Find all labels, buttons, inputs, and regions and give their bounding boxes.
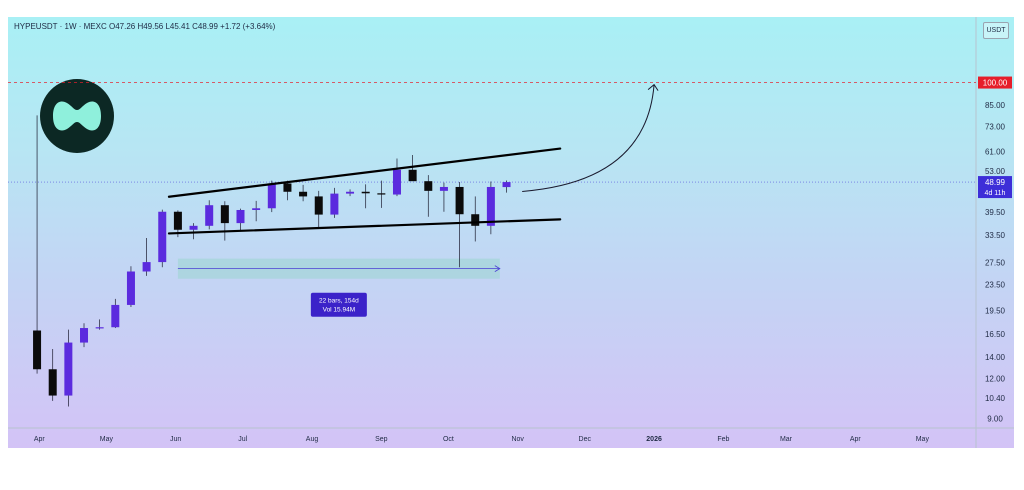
candle-body (330, 193, 339, 215)
price-levels-layer (8, 82, 976, 183)
candle-body (471, 214, 480, 226)
candle-body (95, 327, 104, 329)
date-range-bars-label: 22 bars, 154d (319, 298, 359, 305)
candle-body (126, 271, 135, 305)
candle-body (314, 196, 323, 215)
price-axis-label: 85.00 (985, 101, 1006, 110)
time-axis-label: Nov (511, 436, 524, 443)
time-axis-label: May (916, 436, 930, 443)
price-axis: 9.00 10.40 12.00 14.00 16.50 19.50 23.50 27.50 3… (985, 101, 1006, 423)
price-badges-layer: 100.00 48.99 4d 11h (978, 76, 1012, 199)
candle-body (486, 186, 495, 226)
lower-trendline (167, 218, 562, 235)
target-projection-curve (522, 84, 655, 192)
price-axis-label: 61.00 (985, 147, 1006, 156)
candle-body (48, 369, 57, 396)
candle-body (283, 183, 292, 192)
price-axis-label: 19.50 (985, 307, 1006, 316)
upper-trendline (167, 147, 562, 198)
currency-selector[interactable]: USDT (983, 22, 1009, 39)
candle-body (111, 304, 120, 328)
candle-body (392, 169, 401, 195)
price-axis-label: 23.50 (985, 281, 1006, 290)
target-price-badge (978, 76, 1012, 89)
candle-body (220, 205, 229, 224)
candle-body (346, 191, 355, 194)
time-axis-label: Apr (34, 436, 46, 443)
channel-lines-layer (167, 83, 659, 235)
hyperliquid-logo-icon (53, 101, 101, 131)
price-axis-label: 73.00 (985, 122, 1006, 131)
symbol-info: HYPEUSDT · 1W · MEXC O47.26 H49.56 L45.4… (14, 22, 276, 31)
candle-body (33, 330, 42, 370)
candle-body (80, 328, 89, 343)
candle-body (205, 205, 214, 226)
price-axis-label: 53.00 (985, 167, 1006, 176)
price-axis-label: 39.50 (985, 208, 1006, 217)
candle-body (502, 182, 511, 188)
candles-layer (33, 115, 511, 407)
date-range-volume-label: Vol 15.94M (323, 307, 356, 314)
date-range-label-box (310, 292, 367, 317)
candle-body (142, 262, 151, 272)
last-price-label: 48.99 (985, 178, 1006, 187)
candle-body (361, 191, 370, 194)
candle-body (158, 211, 167, 263)
time-axis-label: Dec (579, 436, 592, 443)
candle-body (455, 186, 464, 215)
candle-body (236, 209, 245, 224)
time-axis-label: Jul (238, 436, 247, 443)
time-axis-label: 2026 (646, 436, 662, 443)
candle-body (424, 181, 433, 191)
candle-body (267, 183, 276, 209)
last-price-badge (978, 176, 1012, 199)
candle-body (64, 342, 73, 396)
time-axis-label: Mar (780, 436, 793, 443)
candle-body (299, 191, 308, 197)
range-measure-layer: 22 bars, 154d Vol 15.94M (177, 258, 501, 317)
candle-body (252, 208, 261, 210)
price-axis-label: 12.00 (985, 374, 1006, 383)
date-range-arrow (494, 265, 501, 272)
candle-body (439, 186, 448, 191)
candle-body (189, 225, 198, 230)
price-axis-label: 9.00 (987, 414, 1003, 423)
time-axis: Apr May Jun Jul Aug Sep Oct Nov Dec 2026 Feb Mar Apr… (34, 436, 930, 443)
chart-frame: HYPEUSDT · 1W · MEXC O47.26 H49.56 L45.4… (8, 17, 1014, 448)
hyperliquid-logo (40, 79, 114, 153)
target-price-label: 100.00 (983, 79, 1008, 88)
price-axis-label: 16.50 (985, 330, 1006, 339)
price-axis-label: 14.00 (985, 353, 1006, 362)
price-axis-label: 27.50 (985, 259, 1006, 268)
price-axis-label: 10.40 (985, 394, 1006, 403)
time-axis-label: Feb (717, 436, 729, 443)
candle-body (173, 211, 182, 230)
bar-countdown-label: 4d 11h (985, 190, 1006, 197)
time-axis-label: Apr (850, 436, 862, 443)
price-chart[interactable]: 22 bars, 154d Vol 15.94M 9.00 10.40 12.00 14… (8, 17, 1014, 448)
time-axis-label: Sep (375, 436, 388, 443)
time-axis-label: Aug (306, 436, 319, 443)
target-arrowhead (647, 83, 659, 91)
candle-body (408, 169, 417, 182)
time-axis-label: Jun (170, 436, 181, 443)
time-axis-label: Oct (443, 436, 454, 443)
price-axis-label: 33.50 (985, 231, 1006, 240)
candle-body (377, 193, 386, 195)
time-axis-label: May (100, 436, 114, 443)
